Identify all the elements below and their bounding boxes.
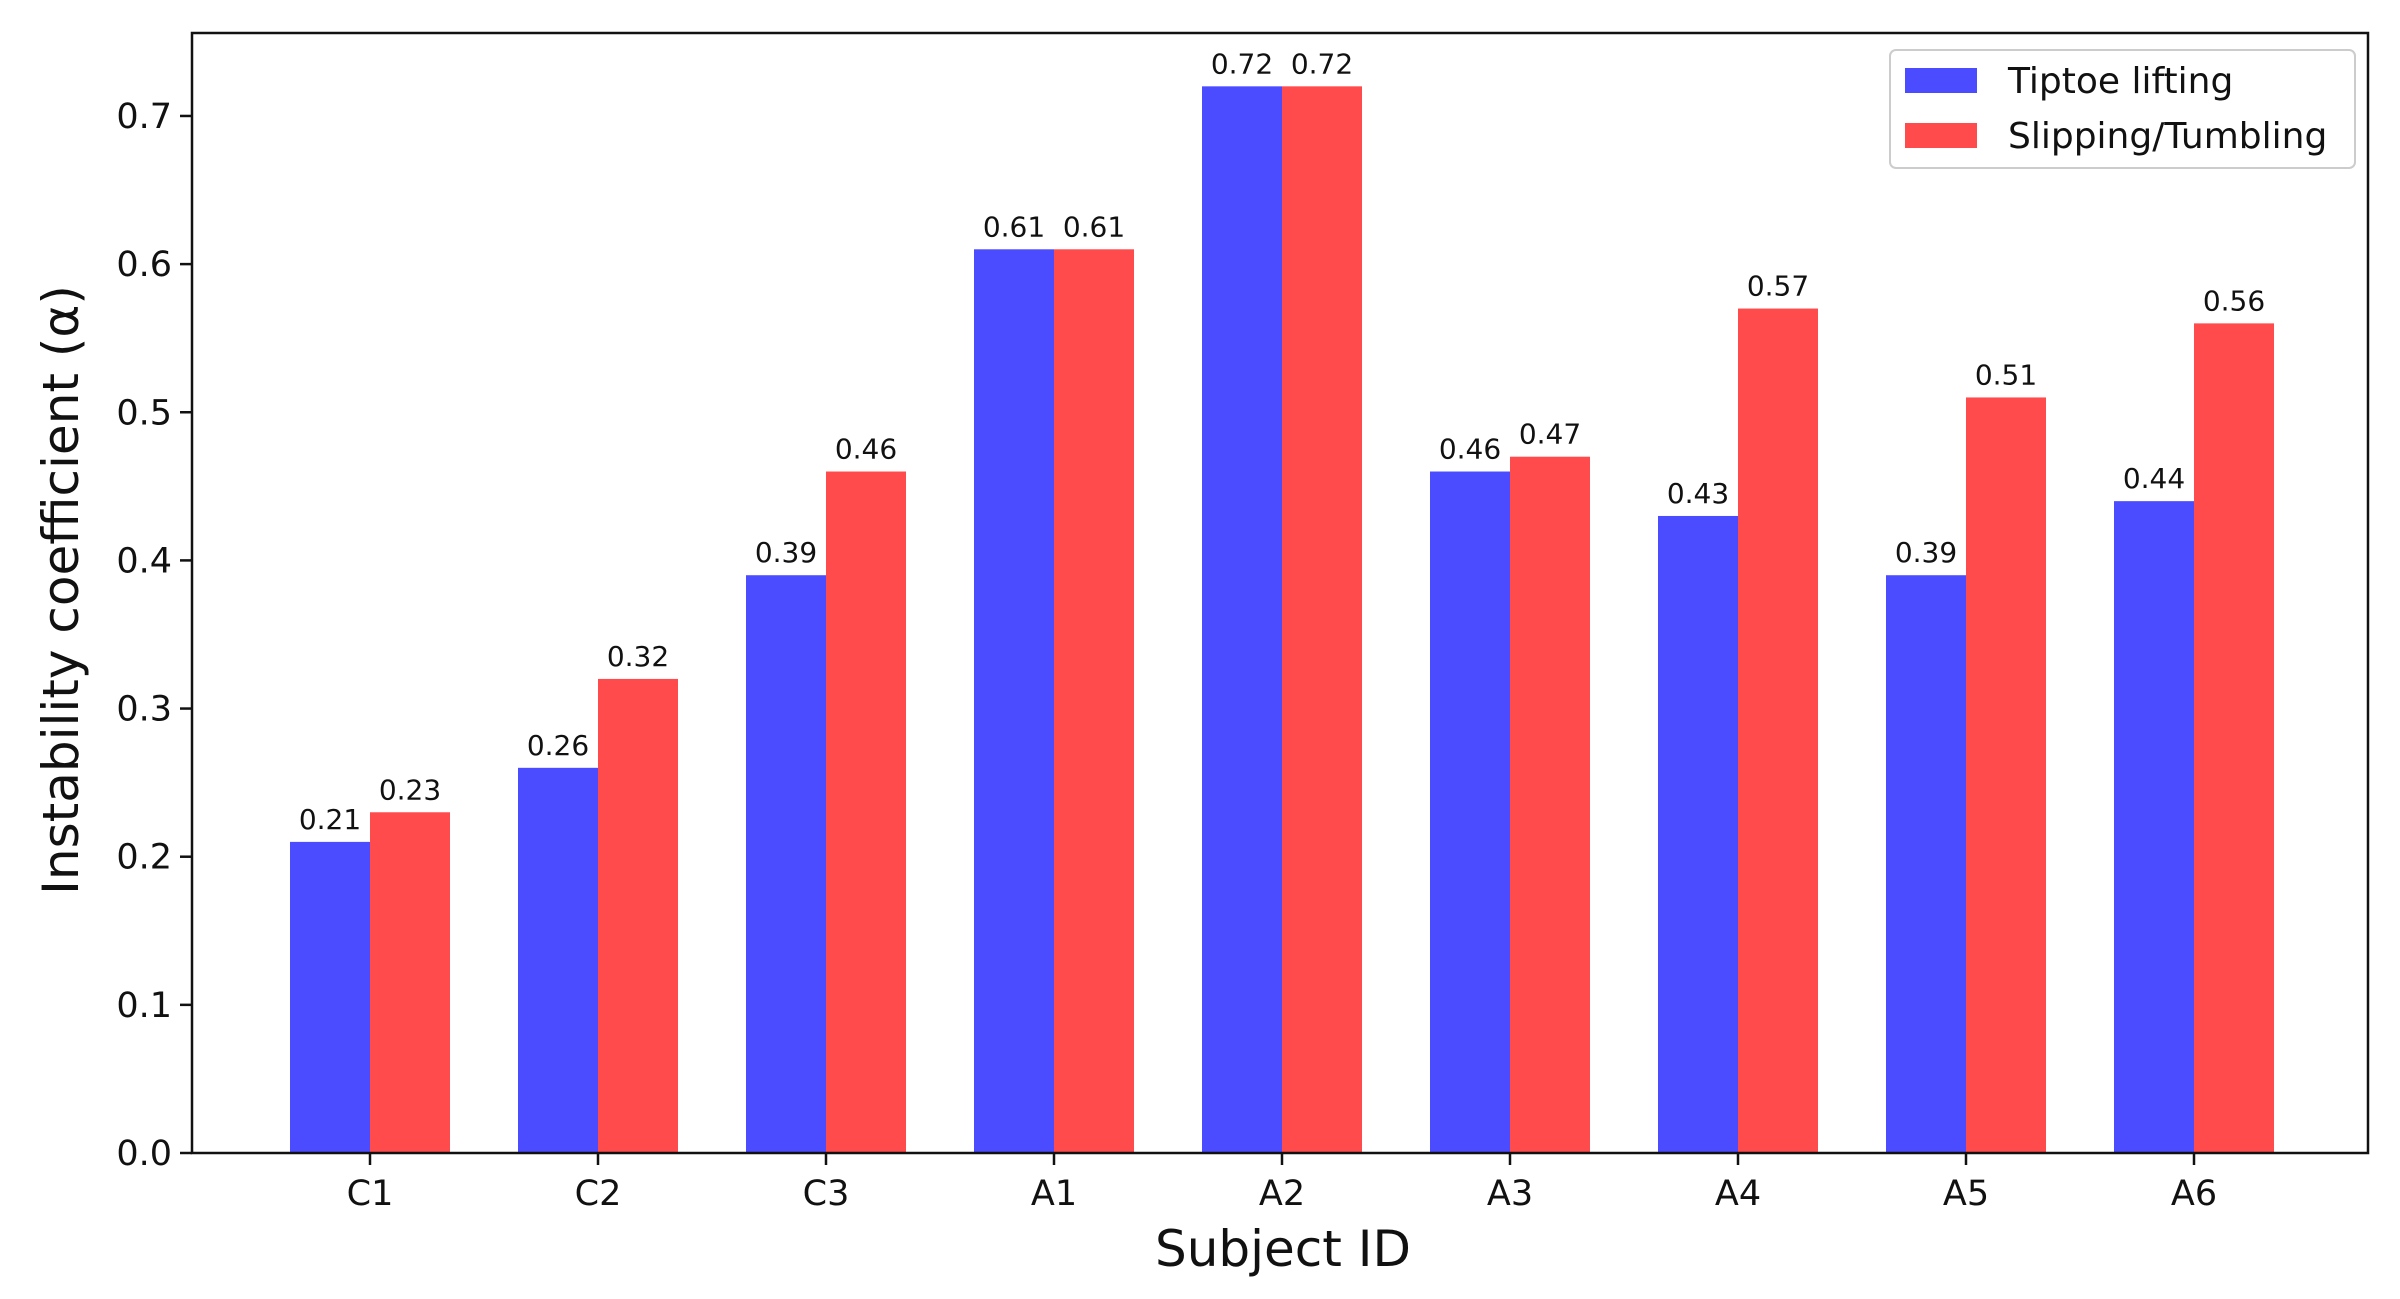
x-tick-label: A1 — [1031, 1174, 1077, 1214]
data-label: 0.72 — [1291, 47, 1353, 80]
x-tick-label: C1 — [347, 1174, 394, 1214]
data-label: 0.61 — [983, 210, 1045, 243]
data-label: 0.61 — [1063, 210, 1125, 243]
y-tick-label: 0.0 — [116, 1134, 172, 1174]
y-tick-label: 0.5 — [116, 393, 172, 433]
legend-label: Tiptoe lifting — [2007, 61, 2233, 102]
data-label: 0.43 — [1667, 477, 1729, 510]
y-tick-label: 0.7 — [116, 97, 172, 137]
data-label: 0.39 — [1895, 536, 1957, 569]
y-tick-label: 0.6 — [116, 245, 172, 285]
bar-tiptoe-lifting-a3 — [1430, 471, 1510, 1153]
data-label: 0.56 — [2203, 284, 2265, 317]
data-label: 0.39 — [755, 536, 817, 569]
bar-slipping-tumbling-a5 — [1966, 397, 2046, 1153]
x-tick-label: C2 — [575, 1174, 622, 1214]
data-label: 0.72 — [1211, 47, 1273, 80]
legend-label: Slipping/Tumbling — [2008, 116, 2327, 157]
legend-box — [1889, 49, 2356, 169]
x-axis-title: Subject ID — [1155, 1220, 1411, 1278]
y-axis-title: Instability coefficient (α) — [32, 285, 90, 895]
data-label: 0.21 — [299, 803, 361, 836]
data-label: 0.26 — [527, 729, 589, 762]
bar-tiptoe-lifting-a4 — [1658, 515, 1738, 1153]
bar-tiptoe-lifting-c1 — [290, 841, 370, 1153]
bar-slipping-tumbling-a4 — [1738, 308, 1818, 1153]
x-tick-label: A4 — [1715, 1174, 1761, 1214]
bar-tiptoe-lifting-c2 — [518, 767, 598, 1153]
plot-frame — [190, 31, 2370, 1155]
bar-tiptoe-lifting-a6 — [2114, 501, 2194, 1153]
x-tick-label: A3 — [1487, 1174, 1533, 1214]
y-tick-label: 0.3 — [116, 690, 172, 730]
bar-slipping-tumbling-c1 — [370, 812, 450, 1153]
bar-tiptoe-lifting-a5 — [1886, 575, 1966, 1153]
data-label: 0.46 — [835, 433, 897, 466]
legend-swatch — [1905, 123, 1977, 148]
bar-tiptoe-lifting-a2 — [1202, 86, 1282, 1153]
bar-slipping-tumbling-a2 — [1282, 86, 1362, 1153]
x-tick-label: A2 — [1259, 1174, 1305, 1214]
x-tick-label: A6 — [2171, 1174, 2217, 1214]
bar-tiptoe-lifting-c3 — [746, 575, 826, 1153]
data-label: 0.57 — [1747, 270, 1809, 303]
y-tick-label: 0.1 — [116, 986, 172, 1026]
y-tick-label: 0.4 — [116, 541, 172, 581]
legend-swatch — [1905, 68, 1977, 93]
x-tick-label: A5 — [1943, 1174, 1989, 1214]
bar-slipping-tumbling-c3 — [826, 471, 906, 1153]
data-label: 0.46 — [1439, 433, 1501, 466]
bar-tiptoe-lifting-a1 — [974, 249, 1054, 1154]
x-tick-label: C3 — [803, 1174, 850, 1214]
bar-slipping-tumbling-a3 — [1510, 456, 1590, 1153]
bar-slipping-tumbling-c2 — [598, 678, 678, 1153]
data-label: 0.51 — [1975, 358, 2037, 391]
bar-slipping-tumbling-a1 — [1054, 249, 1134, 1154]
bar-slipping-tumbling-a6 — [2194, 323, 2274, 1153]
y-tick-label: 0.2 — [116, 838, 172, 878]
data-label: 0.32 — [607, 640, 669, 673]
data-label: 0.47 — [1519, 418, 1581, 451]
data-label: 0.23 — [379, 773, 441, 806]
data-label: 0.44 — [2123, 462, 2185, 495]
